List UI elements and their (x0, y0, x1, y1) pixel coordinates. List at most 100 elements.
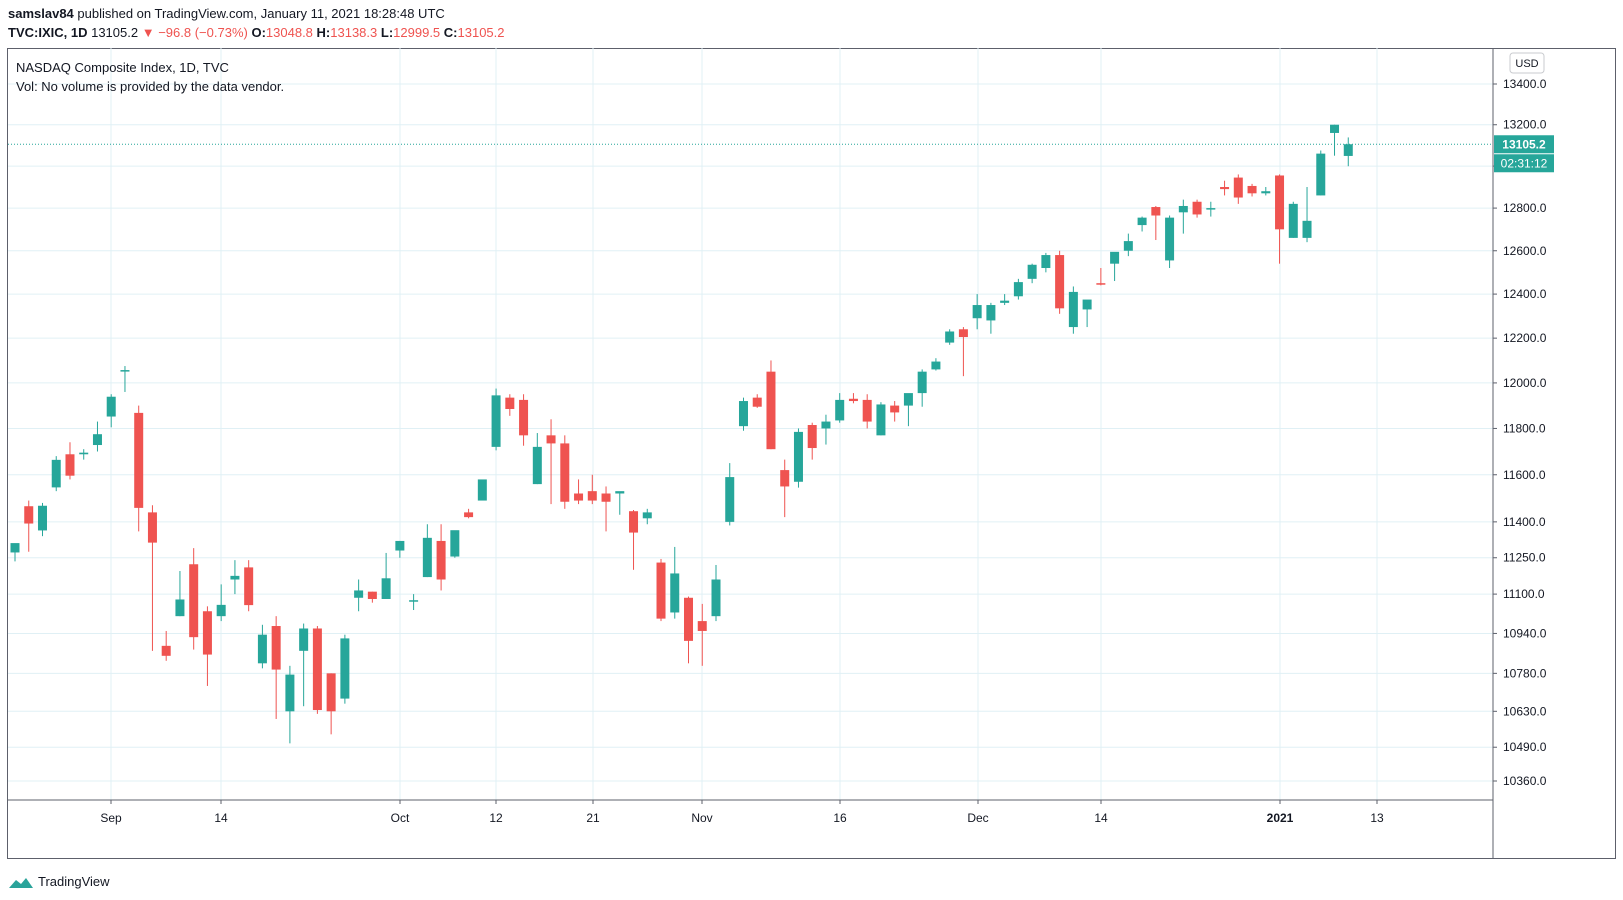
candle-body (202, 611, 212, 655)
candle-body (1192, 201, 1202, 215)
candle-body (656, 562, 666, 619)
candle-body (1137, 217, 1147, 226)
candle-body (450, 530, 460, 557)
candle-up (257, 624, 267, 669)
candle-down (244, 560, 254, 612)
candle-up (821, 414, 831, 445)
candle-body (1027, 264, 1037, 279)
candle-body (422, 537, 432, 578)
price-tick-label: 11100.0 (1503, 587, 1545, 601)
candle-up (1110, 251, 1120, 282)
candle-down (697, 603, 707, 666)
candle-body (1041, 255, 1051, 269)
candle-up (931, 358, 941, 371)
candle-down (1096, 268, 1106, 286)
candle-up (1027, 263, 1037, 284)
candle-up (175, 571, 185, 617)
candle-body (532, 446, 542, 485)
candle-body (65, 454, 75, 476)
candle-body (986, 305, 996, 321)
ohlc-line: TVC:IXIC, 1D 13105.2 ▼ −96.8 (−0.73%) O:… (8, 25, 505, 40)
brand-label: TradingView (38, 874, 110, 889)
candle-body (120, 370, 130, 372)
candle-up (793, 428, 803, 488)
candle-down (862, 394, 872, 429)
open-label: O: (251, 25, 266, 40)
candle-up (1041, 252, 1051, 273)
candle-down (766, 360, 776, 450)
candle-body (793, 431, 803, 482)
candle-body (216, 604, 226, 617)
candle-body (601, 493, 611, 502)
price-tick-label: 10630.0 (1503, 704, 1547, 718)
candle-up (422, 524, 432, 578)
candle-up (986, 302, 996, 334)
candle-down (546, 419, 556, 505)
candle-up (738, 397, 748, 431)
candle-down (326, 673, 336, 735)
candle-body (1261, 191, 1271, 194)
tradingview-logo-icon (9, 877, 33, 888)
candle-body (642, 512, 652, 519)
candle-up (230, 560, 240, 595)
candle-body (738, 401, 748, 427)
candle-body (1247, 185, 1257, 194)
candle-up (450, 530, 460, 558)
candle-down (367, 591, 377, 603)
candle-body (37, 505, 47, 531)
candle-body (958, 329, 968, 338)
price-tick-label: 10940.0 (1503, 626, 1547, 640)
candle-up (92, 421, 102, 452)
price-tick-label: 12000.0 (1503, 376, 1547, 390)
candle-body (945, 331, 955, 343)
candle-body (340, 638, 350, 699)
time-tick-label: 13 (1370, 811, 1384, 825)
price-tick-label: 13200.0 (1503, 118, 1547, 132)
candle-up (903, 393, 913, 427)
candle-body (436, 540, 446, 580)
candle-up (725, 463, 735, 526)
high-label: H: (316, 25, 331, 40)
price-tick-label: 11250.0 (1503, 551, 1546, 565)
publish-line: samslav84 published on TradingView.com, … (8, 6, 445, 21)
candle-body (1165, 217, 1175, 261)
candle-down (684, 596, 694, 664)
candle-body (725, 477, 735, 522)
time-tick-label: 21 (586, 811, 600, 825)
author-name[interactable]: samslav84 (8, 6, 74, 21)
candle-down (24, 500, 34, 552)
candle-up (299, 623, 309, 707)
chart-frame (7, 48, 1616, 859)
currency-label: USD (1515, 58, 1538, 70)
tradingview-logo[interactable]: TradingView (8, 874, 110, 889)
candle-up (37, 502, 47, 537)
candle-body (821, 421, 831, 429)
candle-body (1055, 255, 1065, 309)
candle-body (711, 579, 721, 617)
candle-up (1302, 187, 1312, 243)
candle-down (629, 510, 639, 570)
currency-button[interactable] (1509, 52, 1545, 74)
price-tick-label: 12800.0 (1503, 201, 1547, 215)
candle-body (1343, 144, 1353, 156)
candle-up (285, 665, 295, 744)
candle-up (670, 546, 680, 619)
last-price-badge-text: 13105.2 (1502, 137, 1546, 151)
candle-body (464, 512, 474, 518)
low-label: L: (380, 25, 394, 40)
candle-body (519, 399, 529, 436)
candle-body (917, 371, 927, 394)
candle-body (1206, 208, 1216, 210)
candle-up (216, 584, 226, 622)
time-tick-label: Oct (391, 811, 410, 825)
candle-body (51, 459, 61, 488)
candle-down (464, 508, 474, 519)
candle-up (1343, 137, 1353, 167)
candle-up (51, 456, 61, 492)
countdown-badge (1494, 154, 1554, 173)
candle-body (92, 434, 102, 446)
candle-body (629, 511, 639, 533)
candle-body (1275, 175, 1285, 230)
candle-up (1068, 286, 1078, 334)
